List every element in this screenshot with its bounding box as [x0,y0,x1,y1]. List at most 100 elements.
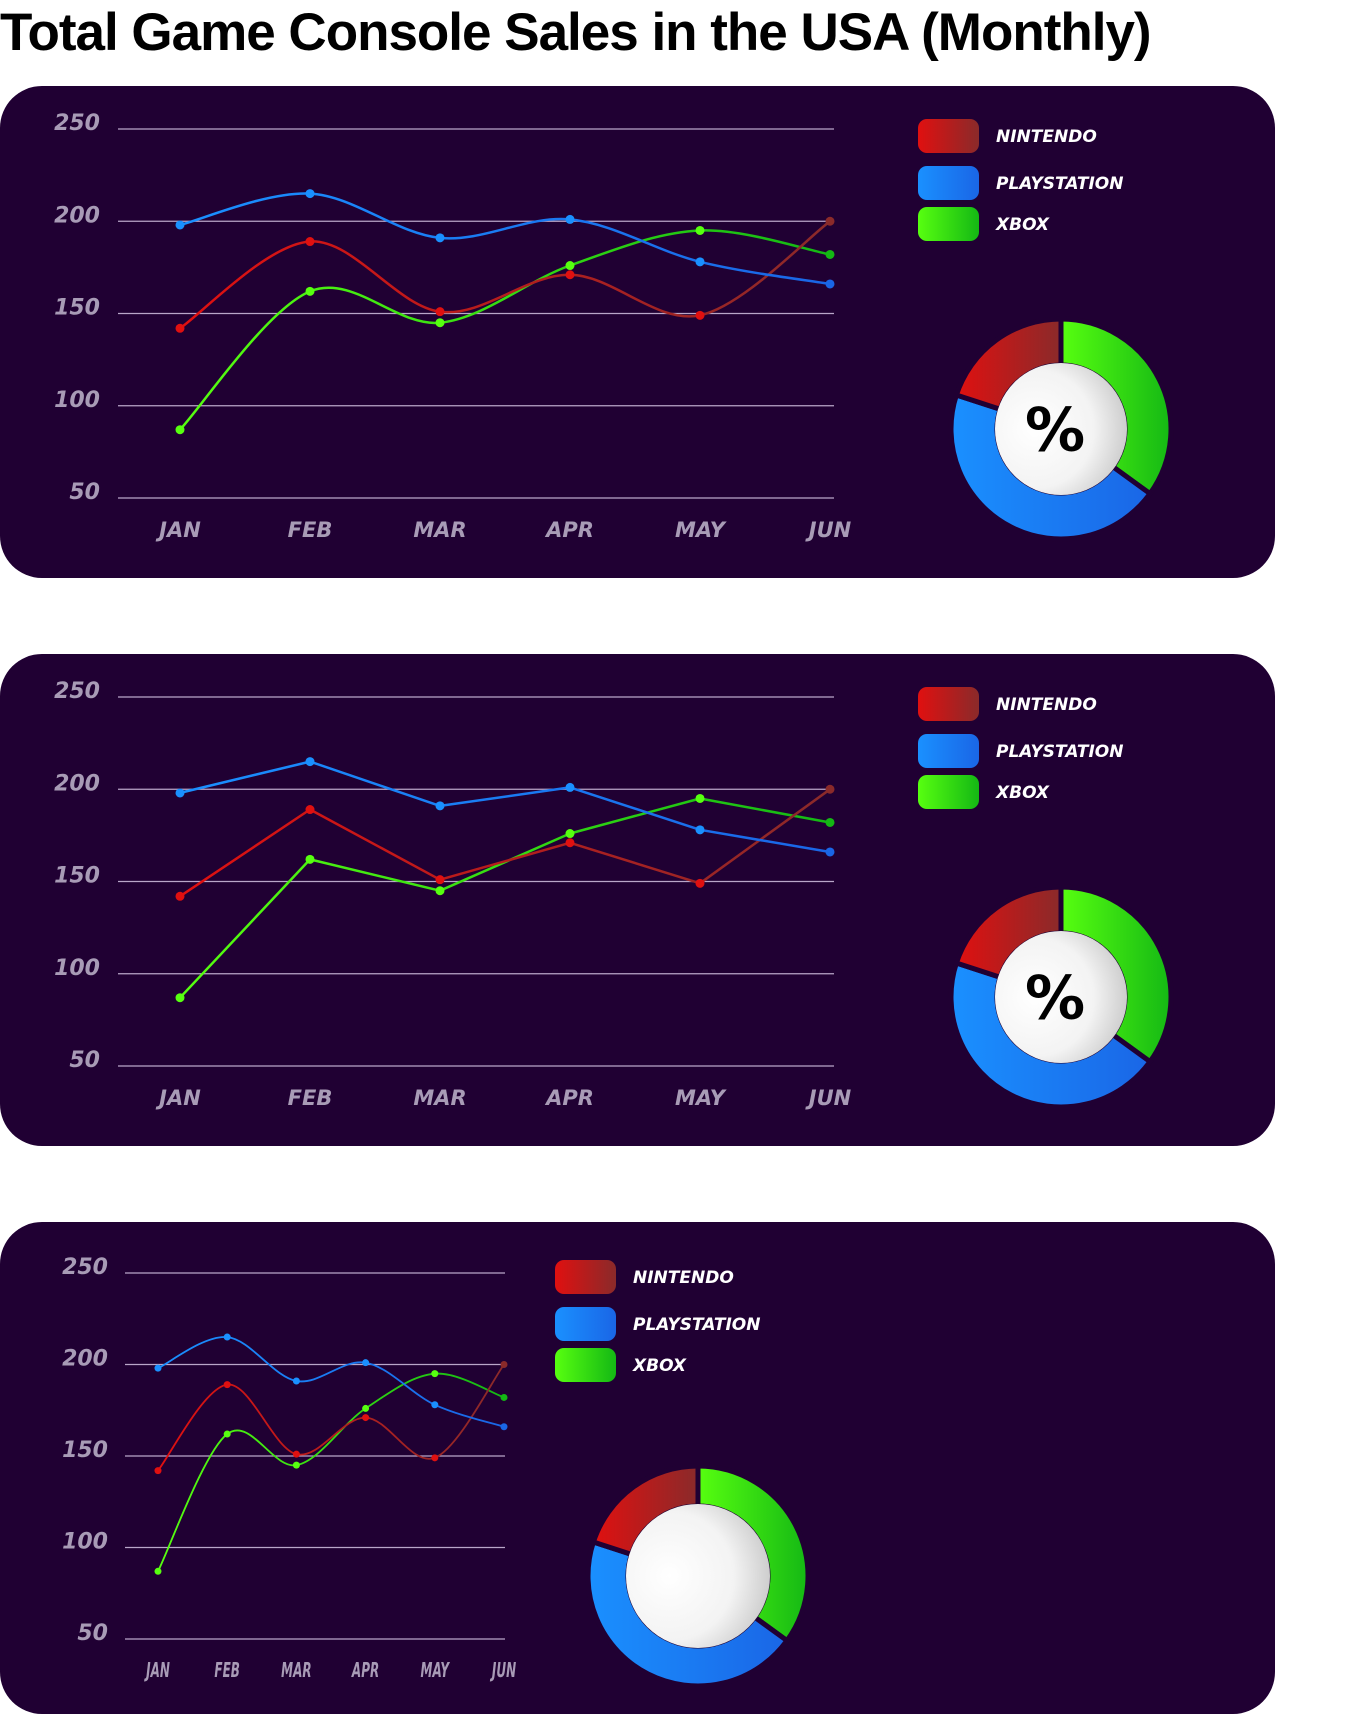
legend-swatch-playstation [555,1307,616,1341]
data-point-nintendo [565,838,575,848]
legend-swatch-playstation [918,734,979,768]
data-point-playstation [565,782,575,792]
data-point-playstation [435,801,445,811]
page-title: Total Game Console Sales in the USA (Mon… [0,3,1152,62]
data-point-playstation [175,220,185,230]
data-point-nintendo [435,875,445,885]
legend-swatch-nintendo [555,1260,616,1294]
data-point-nintendo [292,1450,300,1458]
series-line-nintendo [157,1363,505,1472]
y-tick-label: 200 [54,771,100,796]
legend-swatch-xbox [555,1348,616,1382]
donut-center [995,931,1127,1063]
legend-swatch-xbox [918,207,979,241]
y-tick-label: 100 [54,956,100,981]
x-tick-label: MAR [281,1659,311,1682]
data-point-xbox [825,817,835,827]
x-tick-label: JUN [805,1086,852,1110]
x-tick-label: JAN [155,1086,201,1110]
data-point-xbox [223,1430,231,1438]
data-point-xbox [292,1461,300,1469]
data-point-nintendo [305,805,315,815]
y-tick-label: 250 [54,111,100,136]
data-point-nintendo [431,1454,439,1462]
data-point-xbox [565,261,575,271]
y-tick-label: 100 [54,388,100,413]
x-tick-label: APR [350,1659,379,1682]
y-tick-label: 50 [69,1048,100,1073]
data-point-playstation [695,825,705,835]
donut-center [995,363,1127,495]
data-point-playstation [431,1401,439,1409]
data-point-nintendo [825,216,835,226]
y-tick-label: 100 [62,1530,108,1555]
y-tick-label: 150 [62,1438,108,1463]
legend-label-nintendo: NINTENDO [996,127,1097,147]
data-point-playstation [825,847,835,857]
data-point-nintendo [305,237,315,247]
data-point-xbox [175,425,185,435]
x-tick-label: JAN [144,1659,170,1682]
data-point-nintendo [175,891,185,901]
chart-panel-curved: 250 200 150 100 50 JAN FEB MAR APR MAY JUN NINTENDO… [0,86,1275,578]
x-tick-label: JAN [155,518,201,542]
x-tick-label: MAY [675,518,727,542]
data-point-xbox [154,1567,162,1575]
data-point-nintendo [223,1381,231,1389]
data-point-xbox [305,286,315,296]
x-tick-label: FEB [288,1086,333,1110]
x-tick-label: MAY [421,1659,451,1682]
y-tick-label: 200 [54,203,100,228]
x-tick-label: FEB [214,1659,240,1682]
donut-center [626,1504,770,1648]
series-line-playstation [178,192,832,286]
data-point-playstation [695,257,705,267]
data-point-xbox [305,854,315,864]
data-point-xbox [565,829,575,839]
legend-label-xbox: XBOX [632,1356,687,1376]
panel-background [0,1222,1275,1714]
y-tick-label: 150 [54,864,100,889]
legend-label-playstation: PLAYSTATION [996,742,1123,762]
x-tick-label: MAY [675,1086,727,1110]
legend-label-playstation: PLAYSTATION [633,1315,760,1335]
data-point-nintendo [154,1467,162,1475]
y-tick-label: 50 [69,480,100,505]
data-point-nintendo [695,878,705,888]
y-tick-label: 250 [54,679,100,704]
x-tick-label: MAR [413,1086,466,1110]
donut-center-label: % [1025,964,1085,1034]
legend-label-playstation: PLAYSTATION [996,174,1123,194]
data-point-nintendo [565,270,575,280]
series-line-xbox [178,229,832,431]
y-tick-label: 50 [77,1621,108,1646]
data-point-xbox [175,993,185,1003]
x-tick-label: FEB [288,518,333,542]
data-point-nintendo [362,1414,370,1422]
data-point-playstation [305,757,315,767]
y-tick-label: 250 [62,1255,108,1280]
chart-panel-compact: 250 200 150 100 50 JAN FEB MAR APR MAY JUN NINTENDO… [0,1222,1275,1714]
data-point-xbox [825,249,835,259]
legend-swatch-nintendo [918,687,979,721]
data-point-playstation [305,189,315,199]
data-point-playstation [565,214,575,224]
data-point-playstation [175,788,185,798]
legend-label-nintendo: NINTENDO [633,1268,734,1288]
data-point-xbox [695,793,705,803]
data-point-playstation [154,1364,162,1372]
x-tick-label: JUN [805,518,852,542]
data-point-nintendo [435,307,445,317]
donut-center-label: % [1025,396,1085,466]
legend-label-xbox: XBOX [995,215,1050,235]
data-point-nintendo [500,1361,508,1368]
x-tick-label: JUN [490,1659,517,1682]
legend-swatch-playstation [918,166,979,200]
data-point-xbox [431,1370,439,1378]
legend-swatch-xbox [918,775,979,809]
y-tick-label: 200 [62,1347,108,1372]
y-tick-label: 150 [54,296,100,321]
data-point-playstation [500,1423,508,1431]
data-point-xbox [362,1404,370,1412]
x-tick-label: APR [544,1086,594,1110]
